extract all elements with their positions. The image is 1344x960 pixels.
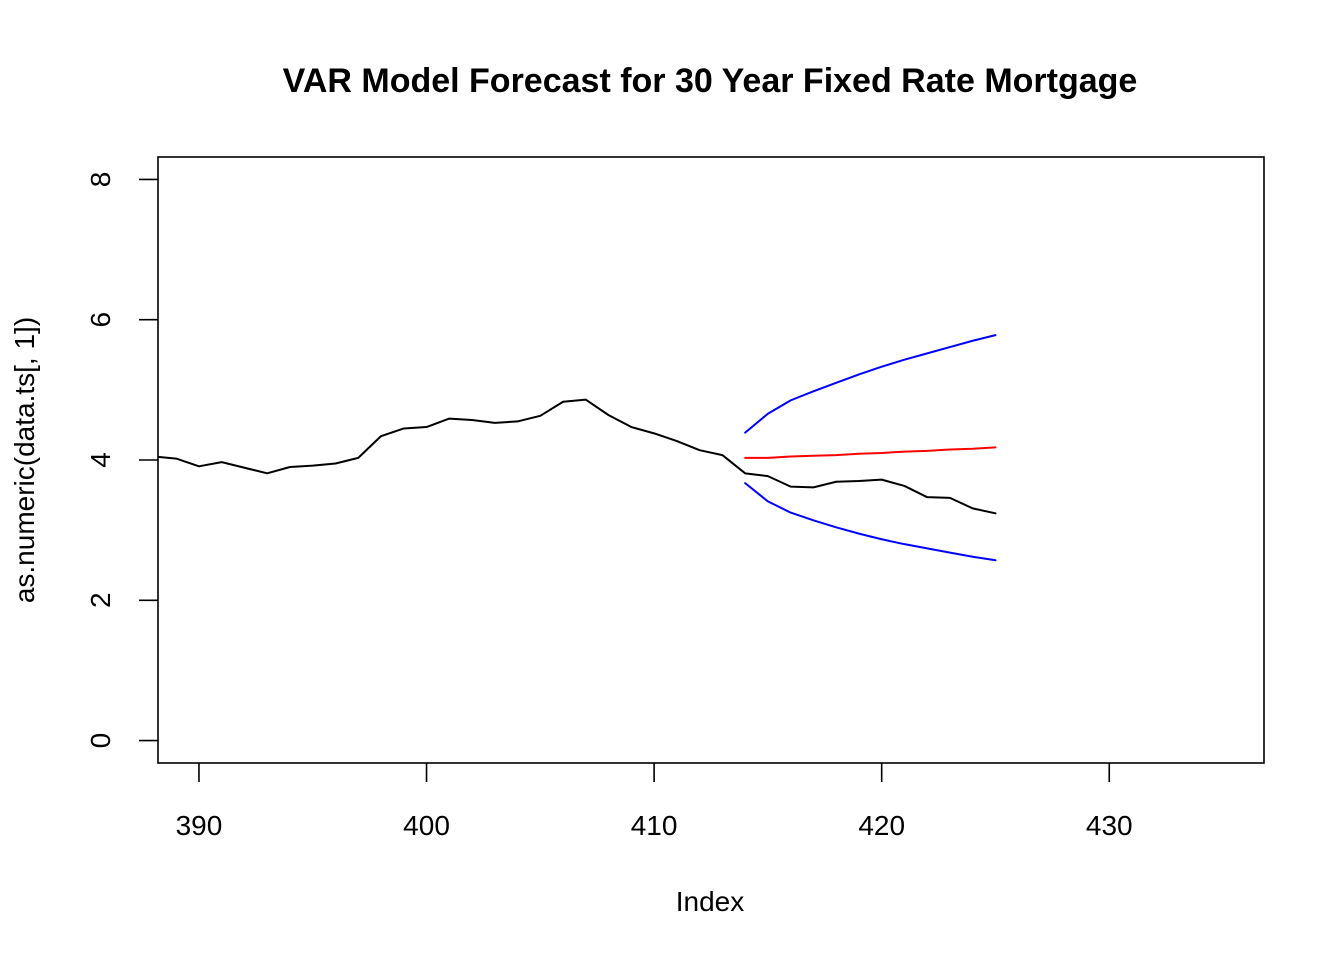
y-tick-label: 6 [85, 312, 116, 328]
x-axis-label: Index [676, 886, 745, 917]
y-tick-label: 2 [85, 592, 116, 608]
x-tick-label: 410 [631, 810, 678, 841]
y-tick-label: 0 [85, 733, 116, 749]
series-forecast [744, 446, 997, 459]
plot-frame [157, 156, 1265, 764]
plot-area [158, 334, 997, 562]
x-axis: 390 400 410 420 430 [176, 763, 1133, 841]
y-axis-label: as.numeric(data.ts[, 1]) [9, 317, 40, 603]
chart-title: VAR Model Forecast for 30 Year Fixed Rat… [283, 62, 1138, 100]
x-tick-label: 400 [403, 810, 450, 841]
series-lower-bound [744, 482, 997, 562]
y-axis: 0 2 4 6 8 [85, 172, 158, 749]
x-tick-label: 420 [858, 810, 905, 841]
y-tick-label: 8 [85, 172, 116, 188]
series-upper-bound [744, 334, 997, 434]
series-actual [158, 398, 997, 515]
x-tick-label: 390 [176, 810, 223, 841]
y-tick-label: 4 [85, 452, 116, 468]
x-tick-label: 430 [1086, 810, 1133, 841]
